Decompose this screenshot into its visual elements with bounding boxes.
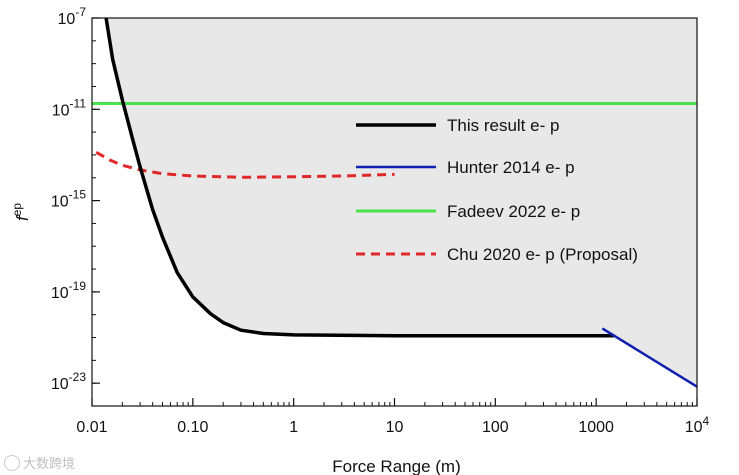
- legend-label-0: This result e- p: [447, 116, 559, 135]
- y-axis-label-sup: ep: [10, 203, 24, 217]
- x-axis-label: Force Range (m): [332, 457, 460, 475]
- x-tick-label: 1000: [578, 419, 614, 436]
- y-axis-label-main: f: [13, 214, 32, 221]
- x-tick-label: 100: [482, 419, 509, 436]
- y-tick-label: 10-11: [52, 96, 87, 119]
- x-tick-label: 104: [685, 414, 710, 436]
- watermark-logo-icon: [4, 455, 20, 471]
- legend-label-1: Hunter 2014 e- p: [447, 158, 575, 177]
- series-line-1: [601, 327, 697, 388]
- x-tick-label: 0.10: [177, 419, 208, 436]
- series-line-0: [104, 18, 614, 338]
- x-tick-label: 10: [386, 419, 404, 436]
- x-tick-label: 1: [289, 419, 298, 436]
- legend-label-2: Fadeev 2022 e- p: [447, 202, 580, 221]
- x-tick-label: 0.01: [76, 419, 107, 436]
- y-tick-label: 10-7: [58, 5, 87, 28]
- excluded-region: [106, 18, 697, 387]
- watermark: 大数跨境: [4, 453, 75, 472]
- series-line-3: [95, 150, 395, 179]
- legend-label-3: Chu 2020 e- p (Proposal): [447, 245, 638, 264]
- watermark-text: 大数跨境: [23, 457, 76, 472]
- y-tick-label: 10-23: [51, 370, 86, 393]
- y-tick-label: 10-19: [51, 279, 86, 302]
- y-tick-label: 10-15: [51, 188, 86, 211]
- y-axis-label: fep: [10, 203, 32, 221]
